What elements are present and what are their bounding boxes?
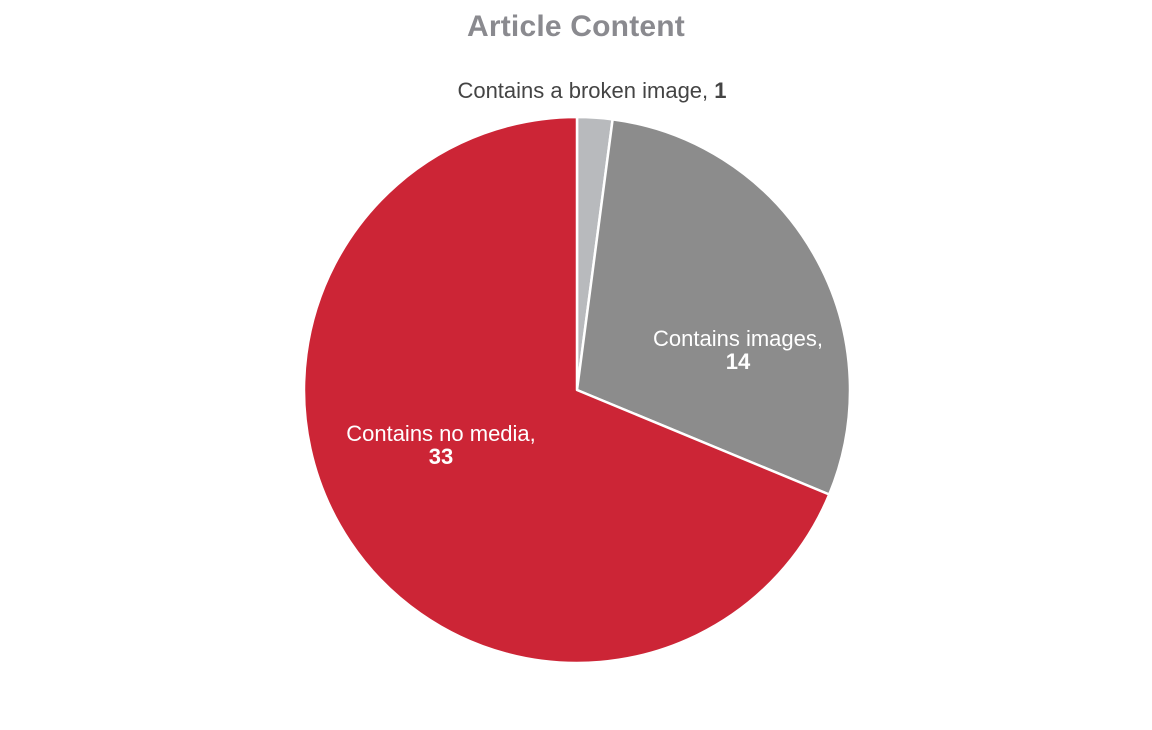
pie-slice-contains-no-media — [302, 115, 831, 665]
slice-value: 1 — [714, 78, 726, 103]
pie-slice-contains-images — [575, 118, 852, 496]
slice-value-contains-images: 14 — [726, 349, 751, 374]
slice-label-contains-a-broken-image: Contains a broken image, 1 — [457, 78, 726, 103]
slice-label-text: Contains a broken image, — [457, 78, 714, 103]
slice-label-contains-images: Contains images, — [653, 326, 823, 351]
chart-title: Article Content — [466, 10, 685, 43]
slice-value-contains-no-media: 33 — [429, 444, 453, 469]
slice-label-contains-no-media: Contains no media, — [346, 421, 536, 446]
